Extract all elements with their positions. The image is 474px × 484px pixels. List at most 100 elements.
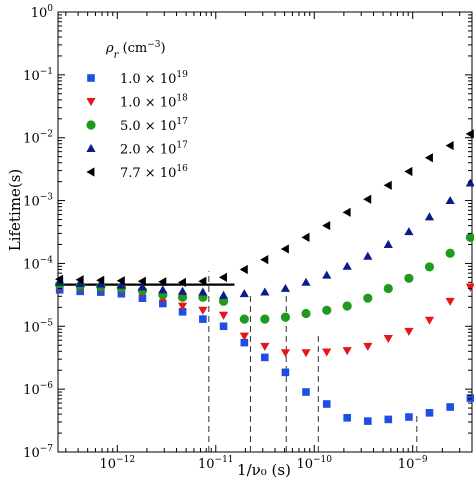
data-point bbox=[466, 394, 474, 402]
data-point bbox=[363, 293, 373, 303]
data-point bbox=[178, 308, 187, 316]
legend-marker bbox=[86, 98, 96, 107]
y-tick-label: 10−6 bbox=[23, 381, 53, 398]
data-point bbox=[342, 207, 351, 217]
data-point bbox=[343, 414, 351, 422]
legend: ρr (cm−3) 1.0 × 1019 1.0 × 1018 5.0 × 1017… bbox=[86, 40, 188, 181]
axis-ticks bbox=[58, 11, 473, 453]
data-point bbox=[424, 153, 433, 163]
data-point bbox=[424, 212, 435, 221]
data-point bbox=[158, 285, 168, 294]
data-point bbox=[260, 314, 270, 324]
data-point bbox=[363, 194, 372, 204]
data-point bbox=[198, 306, 208, 315]
plot-frame bbox=[57, 11, 473, 453]
data-point bbox=[177, 302, 188, 311]
data-point bbox=[260, 287, 270, 296]
data-point bbox=[342, 347, 352, 356]
data-point bbox=[260, 255, 269, 265]
data-point bbox=[280, 349, 291, 358]
data-point bbox=[137, 282, 148, 291]
plot-area bbox=[55, 11, 474, 453]
data-point bbox=[116, 280, 126, 289]
data-point bbox=[445, 297, 455, 306]
y-tick-label: 100 bbox=[31, 4, 54, 21]
data-point bbox=[301, 308, 311, 319]
data-point bbox=[424, 262, 435, 272]
data-point bbox=[425, 409, 434, 417]
data-point bbox=[322, 305, 332, 315]
data-point bbox=[239, 264, 248, 275]
legend-label: 5.0 × 1017 bbox=[120, 117, 188, 134]
legend-label: 7.7 × 1016 bbox=[120, 164, 188, 181]
data-point bbox=[239, 314, 249, 324]
legend-item: 1.0 × 1019 bbox=[87, 70, 188, 87]
data-point bbox=[465, 232, 474, 242]
legend-item: 5.0 × 1017 bbox=[86, 117, 188, 134]
data-point bbox=[342, 301, 352, 311]
data-point bbox=[404, 166, 413, 177]
x-axis-label: 1/ν₀ (s) bbox=[237, 461, 291, 479]
legend-items: 1.0 × 1019 1.0 × 1018 5.0 × 1017 2.0 × 1017… bbox=[86, 70, 188, 181]
data-point bbox=[240, 338, 249, 347]
data-point bbox=[301, 232, 310, 242]
data-point bbox=[218, 311, 229, 320]
data-point bbox=[383, 283, 393, 294]
data-point bbox=[260, 342, 270, 351]
vertical-markers bbox=[208, 271, 418, 452]
data-point bbox=[465, 129, 474, 139]
data-point bbox=[322, 400, 331, 408]
legend-marker bbox=[86, 167, 95, 177]
data-point bbox=[239, 289, 249, 298]
data-point bbox=[239, 332, 249, 341]
x-tick-label: 10−9 bbox=[398, 455, 428, 472]
data-point bbox=[158, 277, 167, 287]
y-tick-label: 10−7 bbox=[23, 444, 53, 461]
data-point bbox=[177, 277, 187, 287]
data-point bbox=[383, 180, 392, 190]
data-point bbox=[177, 292, 188, 302]
y-tick-label: 10−4 bbox=[23, 255, 53, 272]
data-point bbox=[322, 220, 331, 231]
data-point bbox=[445, 140, 454, 151]
legend-label: 2.0 × 1017 bbox=[120, 141, 188, 158]
data-point bbox=[322, 270, 332, 279]
data-point bbox=[75, 278, 85, 287]
data-point bbox=[218, 290, 229, 299]
y-axis-label: Lifetime(s) bbox=[6, 169, 24, 252]
data-point bbox=[364, 417, 372, 425]
x-tick-label: 10−10 bbox=[296, 455, 332, 472]
y-tick-labels: 100 10−1 10−2 10−3 10−4 10−5 10−6 10−7 bbox=[23, 4, 53, 461]
data-point bbox=[177, 286, 188, 295]
legend-label: 1.0 × 1018 bbox=[120, 94, 188, 111]
data-point bbox=[363, 251, 373, 260]
legend-item: 2.0 × 1017 bbox=[86, 141, 188, 158]
x-tick-label: 10−12 bbox=[100, 455, 136, 472]
data-point bbox=[218, 296, 229, 306]
data-point bbox=[198, 276, 207, 286]
data-point bbox=[137, 276, 146, 286]
data-point bbox=[198, 287, 208, 296]
series-3 bbox=[55, 232, 474, 324]
data-point bbox=[301, 277, 311, 286]
x-tick-label: 10−11 bbox=[198, 455, 234, 472]
series-1 bbox=[55, 286, 474, 425]
data-point bbox=[280, 283, 291, 292]
legend-marker bbox=[86, 120, 96, 130]
legend-marker bbox=[87, 74, 95, 82]
data-point bbox=[384, 415, 393, 424]
legend-label: 1.0 × 1019 bbox=[120, 70, 188, 87]
data-point bbox=[199, 315, 207, 323]
data-point bbox=[404, 327, 414, 336]
data-point bbox=[383, 335, 393, 344]
data-points bbox=[55, 129, 474, 425]
data-point bbox=[75, 275, 84, 285]
legend-item: 7.7 × 1016 bbox=[86, 164, 188, 181]
legend-title: ρr (cm−3) bbox=[105, 40, 166, 61]
y-tick-label: 10−3 bbox=[23, 193, 53, 210]
data-point bbox=[465, 178, 474, 187]
data-point bbox=[96, 275, 105, 285]
data-point bbox=[445, 248, 455, 258]
data-point bbox=[404, 227, 414, 236]
